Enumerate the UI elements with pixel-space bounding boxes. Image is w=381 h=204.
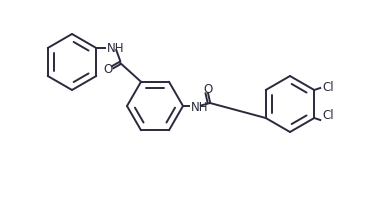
Text: NH: NH	[107, 41, 124, 54]
Text: Cl: Cl	[322, 109, 334, 121]
Text: NH: NH	[190, 101, 208, 113]
Text: O: O	[203, 83, 213, 96]
Text: O: O	[104, 63, 113, 76]
Text: Cl: Cl	[322, 81, 334, 94]
